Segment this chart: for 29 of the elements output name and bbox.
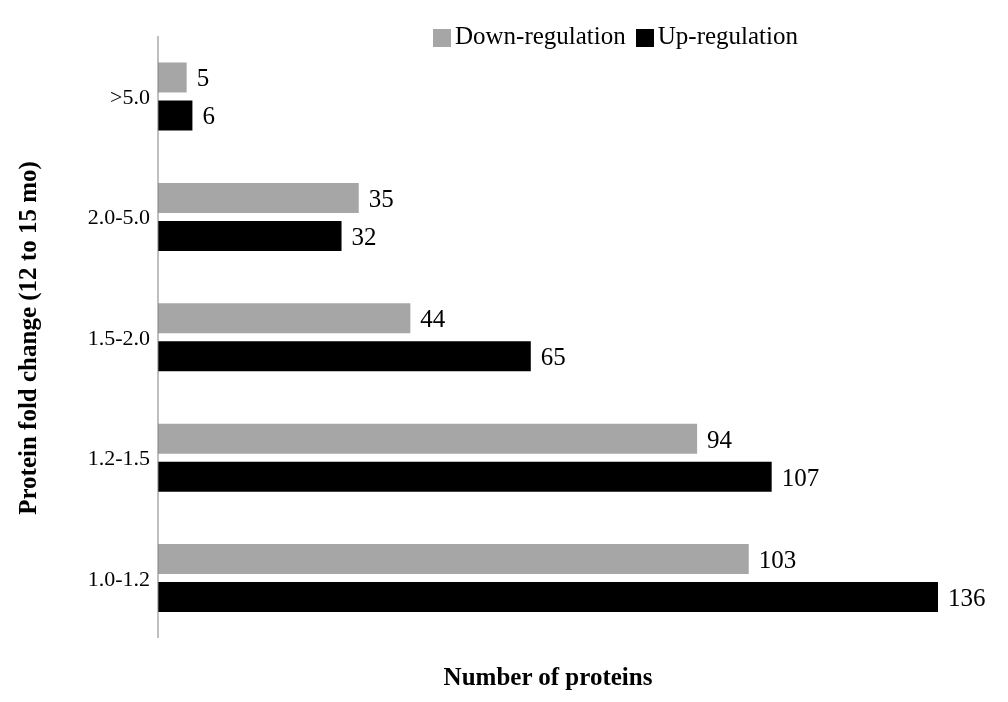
bar	[158, 582, 938, 613]
data-label: 5	[196, 64, 210, 92]
y-tick-label: 1.0-1.2	[87, 565, 150, 591]
data-label: 103	[758, 545, 797, 573]
bar	[158, 100, 193, 131]
bar	[158, 341, 531, 372]
bar	[158, 423, 698, 454]
bar	[158, 182, 359, 213]
bar	[158, 62, 187, 93]
bar	[158, 544, 749, 575]
data-label: 44	[420, 305, 446, 333]
bar	[158, 220, 342, 251]
data-label: 65	[540, 343, 566, 371]
data-label: 136	[948, 583, 986, 611]
data-label: 32	[351, 222, 377, 250]
data-label: 107	[781, 463, 820, 491]
bar	[158, 303, 411, 334]
y-tick-label: 1.2-1.5	[87, 445, 150, 471]
legend-label: Down-regulation	[454, 22, 626, 49]
y-axis-title: Protein fold change (12 to 15 mo)	[14, 161, 42, 515]
y-tick-label: 1.5-2.0	[87, 324, 150, 350]
y-tick-label: 2.0-5.0	[87, 204, 150, 230]
data-label: 94	[707, 425, 733, 453]
x-axis-title: Number of proteins	[442, 663, 654, 691]
data-label: 6	[202, 102, 215, 130]
y-tick-label: >5.0	[110, 84, 150, 110]
legend-label: Up-regulation	[657, 22, 798, 49]
bar	[158, 461, 772, 492]
data-label: 35	[368, 184, 394, 212]
